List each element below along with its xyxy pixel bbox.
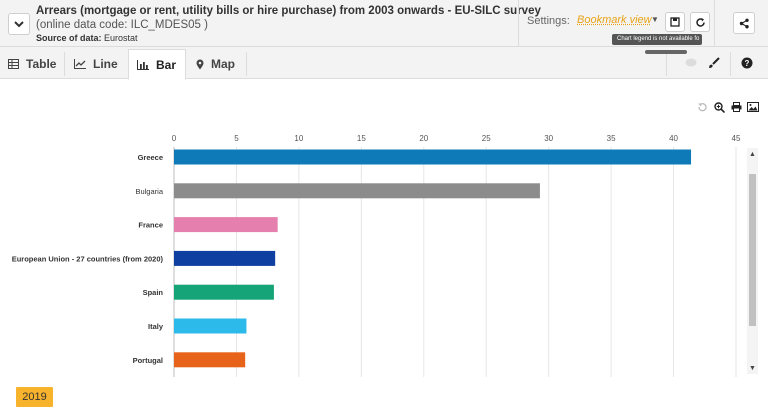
x-tick-label: 0 [172, 134, 177, 143]
bar-italy [174, 318, 247, 334]
tab-table-label: Table [26, 57, 57, 71]
scroll-down-icon[interactable]: ▼ [749, 365, 756, 372]
tab-map-label: Map [211, 57, 235, 71]
bar-greece [174, 149, 692, 165]
legend-tooltip: Chart legend is not available fo [612, 34, 702, 45]
scrollbar-thumb[interactable] [749, 174, 756, 326]
svg-text:?: ? [745, 59, 750, 68]
print-icon [731, 102, 741, 112]
question-icon: ? [741, 57, 753, 69]
year-selector[interactable]: 2019 [16, 387, 53, 407]
bookmark-view-select[interactable]: Bookmark view [577, 14, 652, 26]
category-label: Spain [143, 288, 164, 297]
undo-button[interactable] [696, 101, 708, 113]
bar-portugal [174, 352, 246, 368]
image-icon [747, 102, 759, 112]
chart-scrollbar[interactable]: ▲ ▼ [747, 148, 758, 374]
settings-label: Settings: [527, 15, 570, 27]
tab-bar[interactable]: Bar [128, 49, 186, 80]
tab-line[interactable]: Line [66, 49, 128, 79]
bar-chart-icon [137, 59, 149, 70]
view-tabs: Table Line Bar Map [0, 47, 768, 80]
category-label: Bulgaria [135, 187, 163, 196]
x-tick-label: 35 [607, 134, 616, 143]
comment-icon [685, 58, 697, 67]
scroll-up-icon[interactable]: ▲ [749, 151, 756, 158]
x-tick-label: 30 [544, 134, 553, 143]
tab-divider [246, 52, 247, 76]
category-label: Greece [138, 153, 163, 162]
x-tick-label: 40 [669, 134, 678, 143]
bar-chart: 0 5 10 15 20 25 30 35 40 45 Greece Bulgaria France Eu… [12, 134, 741, 377]
bar-bulgaria [174, 183, 540, 199]
source-label: Source of data: [36, 33, 102, 43]
save-button[interactable] [665, 12, 685, 32]
category-label: France [138, 221, 163, 230]
bar-european-union-27-countries-from-2020 [174, 250, 276, 266]
bar-france [174, 217, 278, 233]
refresh-icon [695, 17, 705, 27]
table-icon [8, 59, 19, 69]
zoom-in-icon [713, 101, 725, 113]
category-label: Italy [148, 322, 164, 331]
tab-line-label: Line [93, 57, 118, 71]
tab-divider [730, 52, 731, 76]
share-icon [739, 18, 749, 28]
print-button[interactable] [730, 101, 742, 113]
tab-bar-label: Bar [156, 57, 177, 72]
dataset-title: Arrears (mortgage or rent, utility bills… [36, 5, 541, 17]
dataset-title-block: Arrears (mortgage or rent, utility bills… [36, 4, 541, 44]
source-value: Eurostat [104, 33, 138, 43]
tab-map[interactable]: Map [188, 49, 246, 79]
share-area [714, 0, 768, 47]
share-button[interactable] [733, 12, 755, 34]
refresh-button[interactable] [690, 12, 710, 32]
category-label: European Union - 27 countries (from 2020… [12, 254, 164, 263]
line-chart-icon [74, 59, 86, 69]
header-bar: Arrears (mortgage or rent, utility bills… [0, 0, 768, 47]
dataset-code: (online data code: ILC_MDES05 ) [36, 19, 208, 31]
caret-down-icon[interactable]: ▼ [651, 15, 659, 24]
settings-area: Settings: Bookmark view ▼ [518, 0, 714, 47]
bar-spain [174, 284, 274, 300]
undo-icon [698, 103, 707, 112]
customize-button[interactable] [707, 56, 721, 70]
x-tick-label: 5 [234, 134, 239, 143]
x-tick-label: 15 [357, 134, 366, 143]
brush-icon [709, 57, 720, 68]
x-tick-label: 10 [294, 134, 303, 143]
x-tick-label: 25 [482, 134, 491, 143]
x-tick-label: 20 [419, 134, 428, 143]
tab-divider [64, 52, 65, 76]
category-label: Portugal [133, 356, 163, 365]
zoom-button[interactable] [713, 101, 725, 113]
source-line: Source of data: Eurostat [36, 32, 506, 44]
legend-toggle-button[interactable] [684, 56, 698, 70]
tooltip-pointer [645, 50, 687, 54]
download-image-button[interactable] [747, 101, 759, 113]
save-icon [670, 17, 680, 27]
tab-divider [666, 52, 667, 76]
x-tick-label: 45 [732, 134, 741, 143]
chevron-down-icon [14, 21, 24, 28]
tab-table[interactable]: Table [0, 49, 64, 79]
map-marker-icon [196, 59, 204, 70]
help-button[interactable]: ? [740, 56, 754, 70]
collapse-button[interactable] [8, 13, 30, 35]
